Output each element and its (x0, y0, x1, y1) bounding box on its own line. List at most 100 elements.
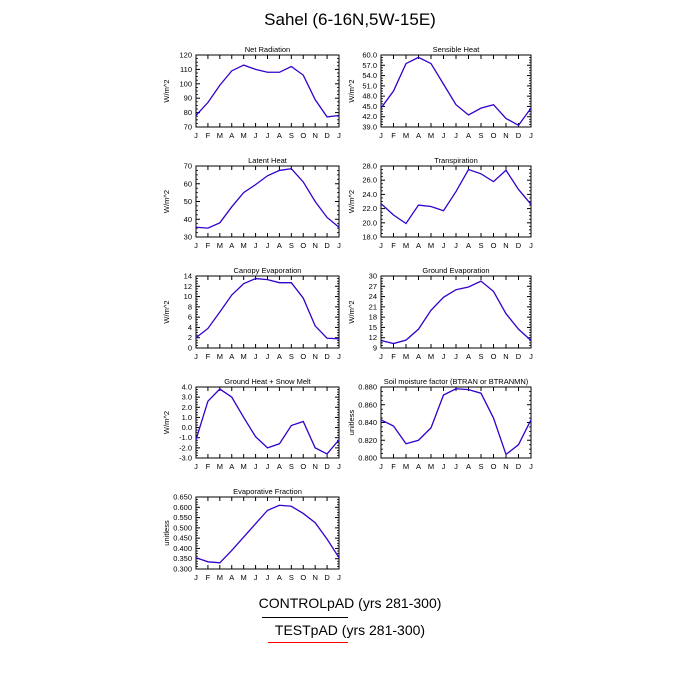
panel-title: Transpiration (434, 156, 478, 165)
y-tick-label: 120 (179, 51, 192, 60)
x-tick-label: A (229, 131, 234, 140)
x-tick-label: F (206, 131, 211, 140)
series-line (195, 277, 340, 340)
x-tick-label: J (454, 131, 458, 140)
series-line (380, 280, 532, 345)
x-tick-label: J (254, 131, 258, 140)
x-tick-label: A (277, 573, 282, 582)
x-tick-label: M (241, 352, 247, 361)
panel-9: Evaporative Fraction 0.300 0.3500.4000.450… (162, 487, 341, 582)
y-tick-label: 18 (369, 313, 377, 322)
series-line (380, 388, 532, 456)
x-tick-label: J (529, 131, 533, 140)
x-tick-label: J (454, 462, 458, 471)
x-tick-label: A (277, 462, 282, 471)
plot-frame (380, 275, 532, 349)
y-tick-label: 70 (184, 162, 192, 171)
y-tick-label: 48.0 (362, 92, 377, 101)
y-tick-label: 27 (369, 282, 377, 291)
x-tick-label: J (337, 241, 341, 250)
y-tick-label: 51.0 (362, 81, 377, 90)
x-tick-label: M (217, 131, 223, 140)
x-tick-label: M (241, 131, 247, 140)
series-line (380, 168, 532, 225)
x-tick-label: N (503, 462, 508, 471)
x-tick-label: J (254, 241, 258, 250)
panel-title: Net Radiation (245, 45, 290, 54)
y-tick-label: 70 (184, 123, 192, 132)
panel-title: Sensible Heat (433, 45, 481, 54)
y-tick-label: 90 (184, 94, 192, 103)
y-tick-label: 14 (184, 272, 192, 281)
x-tick-label: A (416, 241, 421, 250)
x-tick-label: D (324, 573, 330, 582)
y-axis-label: W/m^2 (347, 79, 356, 102)
x-tick-label: O (491, 352, 497, 361)
y-tick-label: 0.400 (173, 544, 192, 553)
y-tick-label: 57.0 (362, 61, 377, 70)
x-tick-label: D (324, 131, 330, 140)
y-axis-label: unitless (162, 520, 171, 546)
x-tick-label: S (289, 462, 294, 471)
x-tick-label: M (403, 131, 409, 140)
y-tick-label: 4 (188, 323, 192, 332)
x-tick-label: F (206, 352, 211, 361)
x-tick-label: N (312, 573, 317, 582)
y-tick-label: 45.0 (362, 102, 377, 111)
y-axis-label: unitless (347, 410, 356, 436)
x-tick-label: M (217, 352, 223, 361)
x-tick-label: J (529, 462, 533, 471)
series-line (195, 64, 340, 118)
y-tick-label: 30 (184, 233, 192, 242)
x-tick-label: A (416, 462, 421, 471)
y-axis-label: W/m^2 (162, 411, 171, 434)
x-tick-label: A (229, 462, 234, 471)
x-tick-label: J (337, 131, 341, 140)
panel-title: Canopy Evaporation (234, 266, 302, 275)
x-tick-label: A (466, 352, 471, 361)
x-tick-label: J (337, 573, 341, 582)
y-tick-label: 2 (188, 333, 192, 342)
x-tick-label: M (217, 573, 223, 582)
plot-frame (380, 54, 532, 128)
y-tick-label: 1.0 (182, 413, 192, 422)
y-tick-label: 39.0 (362, 123, 377, 132)
x-tick-label: J (266, 131, 270, 140)
x-tick-label: J (337, 352, 341, 361)
y-tick-label: 0.650 (173, 493, 192, 502)
plot-frame (195, 275, 340, 349)
x-tick-label: J (194, 462, 198, 471)
x-tick-label: M (428, 131, 434, 140)
x-tick-label: A (416, 131, 421, 140)
x-tick-label: D (516, 462, 522, 471)
y-tick-label: 21 (369, 302, 377, 311)
x-tick-label: S (289, 131, 294, 140)
x-tick-label: F (391, 462, 396, 471)
y-axis-label: W/m^2 (347, 300, 356, 323)
series-line (195, 388, 340, 455)
y-tick-label: 0.860 (358, 400, 377, 409)
x-tick-label: M (403, 462, 409, 471)
panel-title: Ground Heat + Snow Melt (224, 377, 311, 386)
y-tick-label: 80 (184, 108, 192, 117)
x-tick-label: M (428, 462, 434, 471)
y-tick-label: 0.300 (173, 565, 192, 574)
x-tick-label: N (312, 462, 317, 471)
x-tick-label: J (379, 131, 383, 140)
x-tick-label: M (217, 462, 223, 471)
y-tick-label: 2.0 (182, 403, 192, 412)
panel-2: Sensible Heat 39.0 42.045.048.0 51.054.057.… (347, 45, 533, 140)
x-tick-label: M (403, 241, 409, 250)
y-tick-label: 0.450 (173, 534, 192, 543)
y-tick-label: 40 (184, 215, 192, 224)
x-tick-label: J (266, 241, 270, 250)
y-tick-label: 0.0 (182, 423, 192, 432)
y-tick-label: 20.0 (362, 218, 377, 227)
y-tick-label: 0.840 (358, 418, 377, 427)
panel-7: Ground Heat + Snow Melt -3.0 -2.0-1.00.01.… (162, 377, 341, 471)
x-tick-label: J (379, 241, 383, 250)
x-tick-label: J (442, 131, 446, 140)
